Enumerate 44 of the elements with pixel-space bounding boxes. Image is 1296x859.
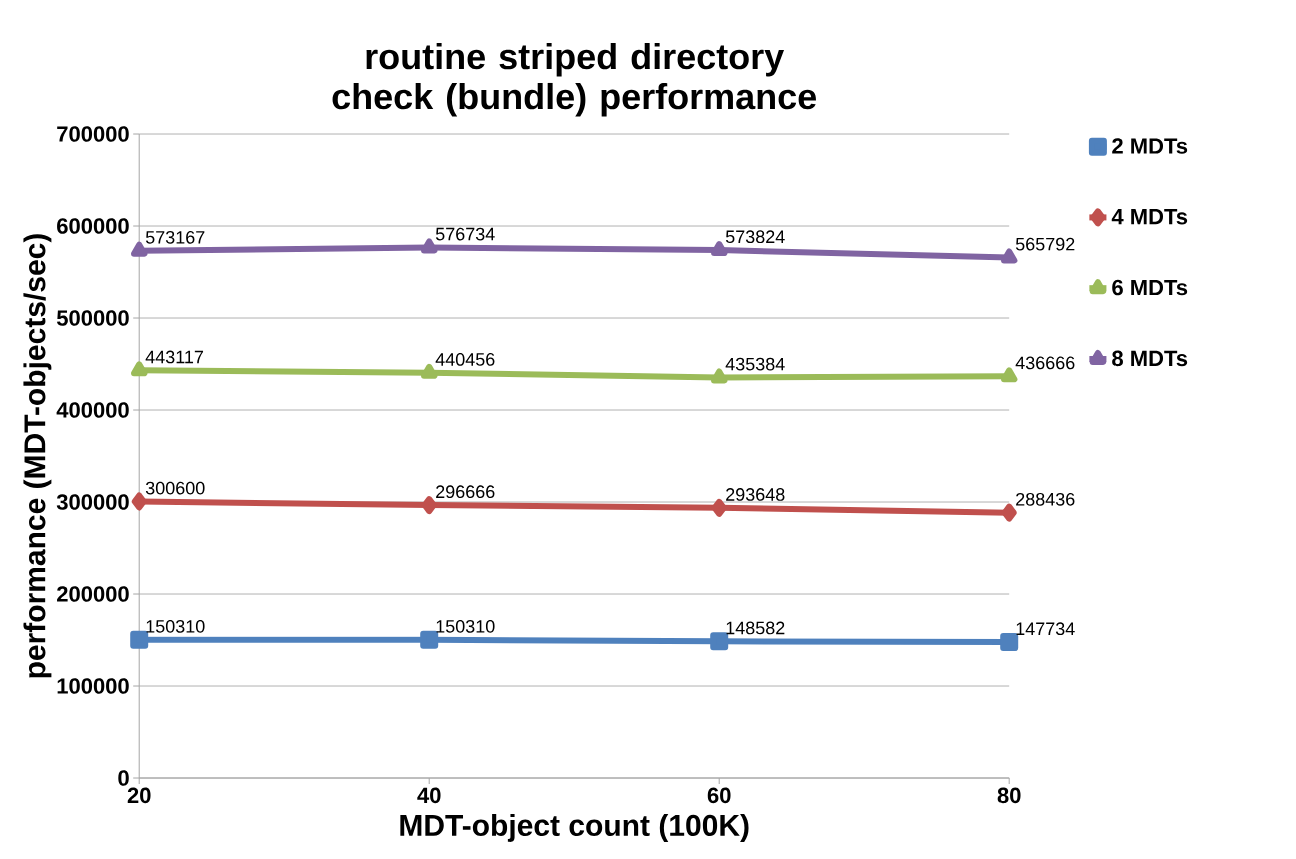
y-tick-label: 600000: [57, 218, 129, 234]
y-tick-label: 0: [118, 770, 129, 786]
x-tick-label: 80: [997, 787, 1021, 804]
x-tick-label: 20: [127, 787, 151, 804]
data-label: 436666: [1015, 356, 1075, 370]
y-tick-label: 200000: [57, 586, 129, 602]
x-axis-title: MDT-object count (100K): [400, 814, 749, 842]
data-label: 576734: [435, 227, 495, 241]
point: [421, 496, 437, 515]
legend-label: 2 MDTs: [1112, 138, 1188, 154]
y-tick-label: 400000: [56, 402, 129, 418]
chart-title: routine striped directory check (bundle) performance: [332, 42, 816, 117]
data-label: 300600: [145, 481, 205, 495]
y-tick-label: 500000: [56, 310, 129, 326]
point: [711, 498, 727, 517]
data-label: 573824: [725, 230, 785, 244]
legend-label: 8 MDTs: [1112, 350, 1188, 367]
legend-label: 4 MDTs: [1111, 209, 1188, 225]
data-label: 288436: [1016, 492, 1075, 506]
point: [131, 492, 147, 511]
legend-label: 6 MDTs: [1112, 279, 1188, 296]
data-label: 435384: [725, 357, 785, 371]
x-tick-label: 40: [417, 787, 441, 804]
data-label: 150310: [146, 619, 205, 633]
data-label: 296666: [436, 485, 495, 499]
data-label: 565792: [1015, 237, 1075, 251]
data-label: 573167: [145, 230, 205, 244]
y-tick-label: 700000: [57, 126, 129, 142]
point: [1001, 248, 1018, 264]
data-label: 443117: [145, 350, 204, 364]
y-tick-label: 100000: [57, 678, 129, 694]
point: [1000, 633, 1019, 652]
y-tick-label: 300000: [56, 494, 129, 510]
x-tick-label: 60: [707, 787, 731, 804]
data-label: 150310: [436, 619, 495, 633]
point: [1001, 503, 1017, 522]
data-label: 147734: [1016, 622, 1075, 636]
point: [131, 241, 148, 257]
point: [421, 238, 438, 254]
data-label: 148582: [726, 621, 785, 635]
data-label: 440456: [435, 353, 495, 366]
point: [711, 241, 728, 257]
data-label: 293648: [726, 488, 785, 501]
y-axis-title: performance (MDT-objects/sec): [23, 234, 52, 678]
